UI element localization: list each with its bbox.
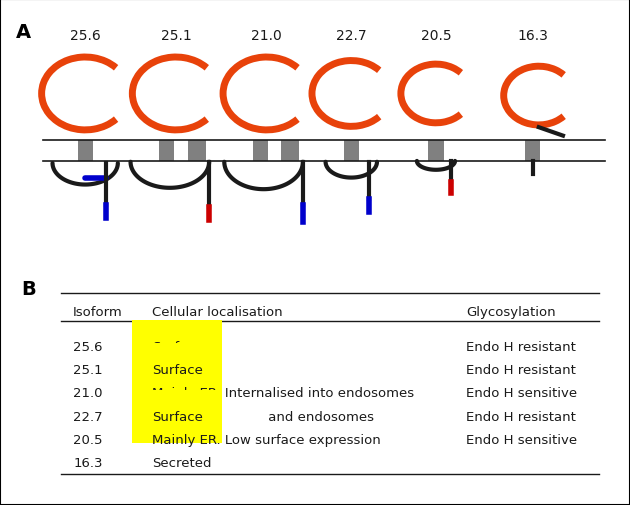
Text: Glycosylation: Glycosylation — [466, 306, 556, 318]
FancyBboxPatch shape — [525, 140, 541, 162]
Text: Endo H sensitive: Endo H sensitive — [466, 387, 577, 399]
FancyBboxPatch shape — [253, 140, 268, 162]
FancyBboxPatch shape — [159, 140, 175, 162]
FancyBboxPatch shape — [77, 140, 93, 162]
Text: 25.6: 25.6 — [73, 340, 103, 353]
FancyBboxPatch shape — [188, 140, 206, 162]
Text: 22.7: 22.7 — [336, 29, 367, 43]
Text: Endo H sensitive: Endo H sensitive — [466, 433, 577, 446]
Text: 20.5: 20.5 — [421, 29, 451, 43]
Text: Isoform: Isoform — [73, 306, 123, 318]
Text: 16.3: 16.3 — [73, 457, 103, 469]
Text: 25.6: 25.6 — [70, 29, 101, 43]
Text: A: A — [16, 23, 31, 42]
Text: Surface: Surface — [152, 340, 203, 353]
FancyBboxPatch shape — [344, 140, 359, 162]
Text: 20.5: 20.5 — [73, 433, 103, 446]
Text: 21.0: 21.0 — [251, 29, 282, 43]
Text: 16.3: 16.3 — [517, 29, 548, 43]
Text: Mainly ER. Internalised into endosomes: Mainly ER. Internalised into endosomes — [152, 387, 414, 399]
Text: 21.0: 21.0 — [73, 387, 103, 399]
Text: 25.1: 25.1 — [73, 364, 103, 376]
Text: Surface: Surface — [152, 410, 203, 423]
Text: Surface: Surface — [152, 364, 203, 376]
Text: Endo H resistant: Endo H resistant — [466, 340, 576, 353]
Text: Mainly ER. Low surface expression: Mainly ER. Low surface expression — [152, 433, 381, 446]
Text: B: B — [21, 279, 37, 298]
Text: 22.7: 22.7 — [73, 410, 103, 423]
FancyBboxPatch shape — [280, 140, 299, 162]
Text: Endo H resistant: Endo H resistant — [466, 410, 576, 423]
Text: and endosomes: and endosomes — [263, 410, 374, 423]
FancyBboxPatch shape — [428, 140, 444, 162]
Text: Endo H resistant: Endo H resistant — [466, 364, 576, 376]
Text: Cellular localisation: Cellular localisation — [152, 306, 282, 318]
Text: Secreted: Secreted — [152, 457, 211, 469]
Text: 25.1: 25.1 — [161, 29, 192, 43]
